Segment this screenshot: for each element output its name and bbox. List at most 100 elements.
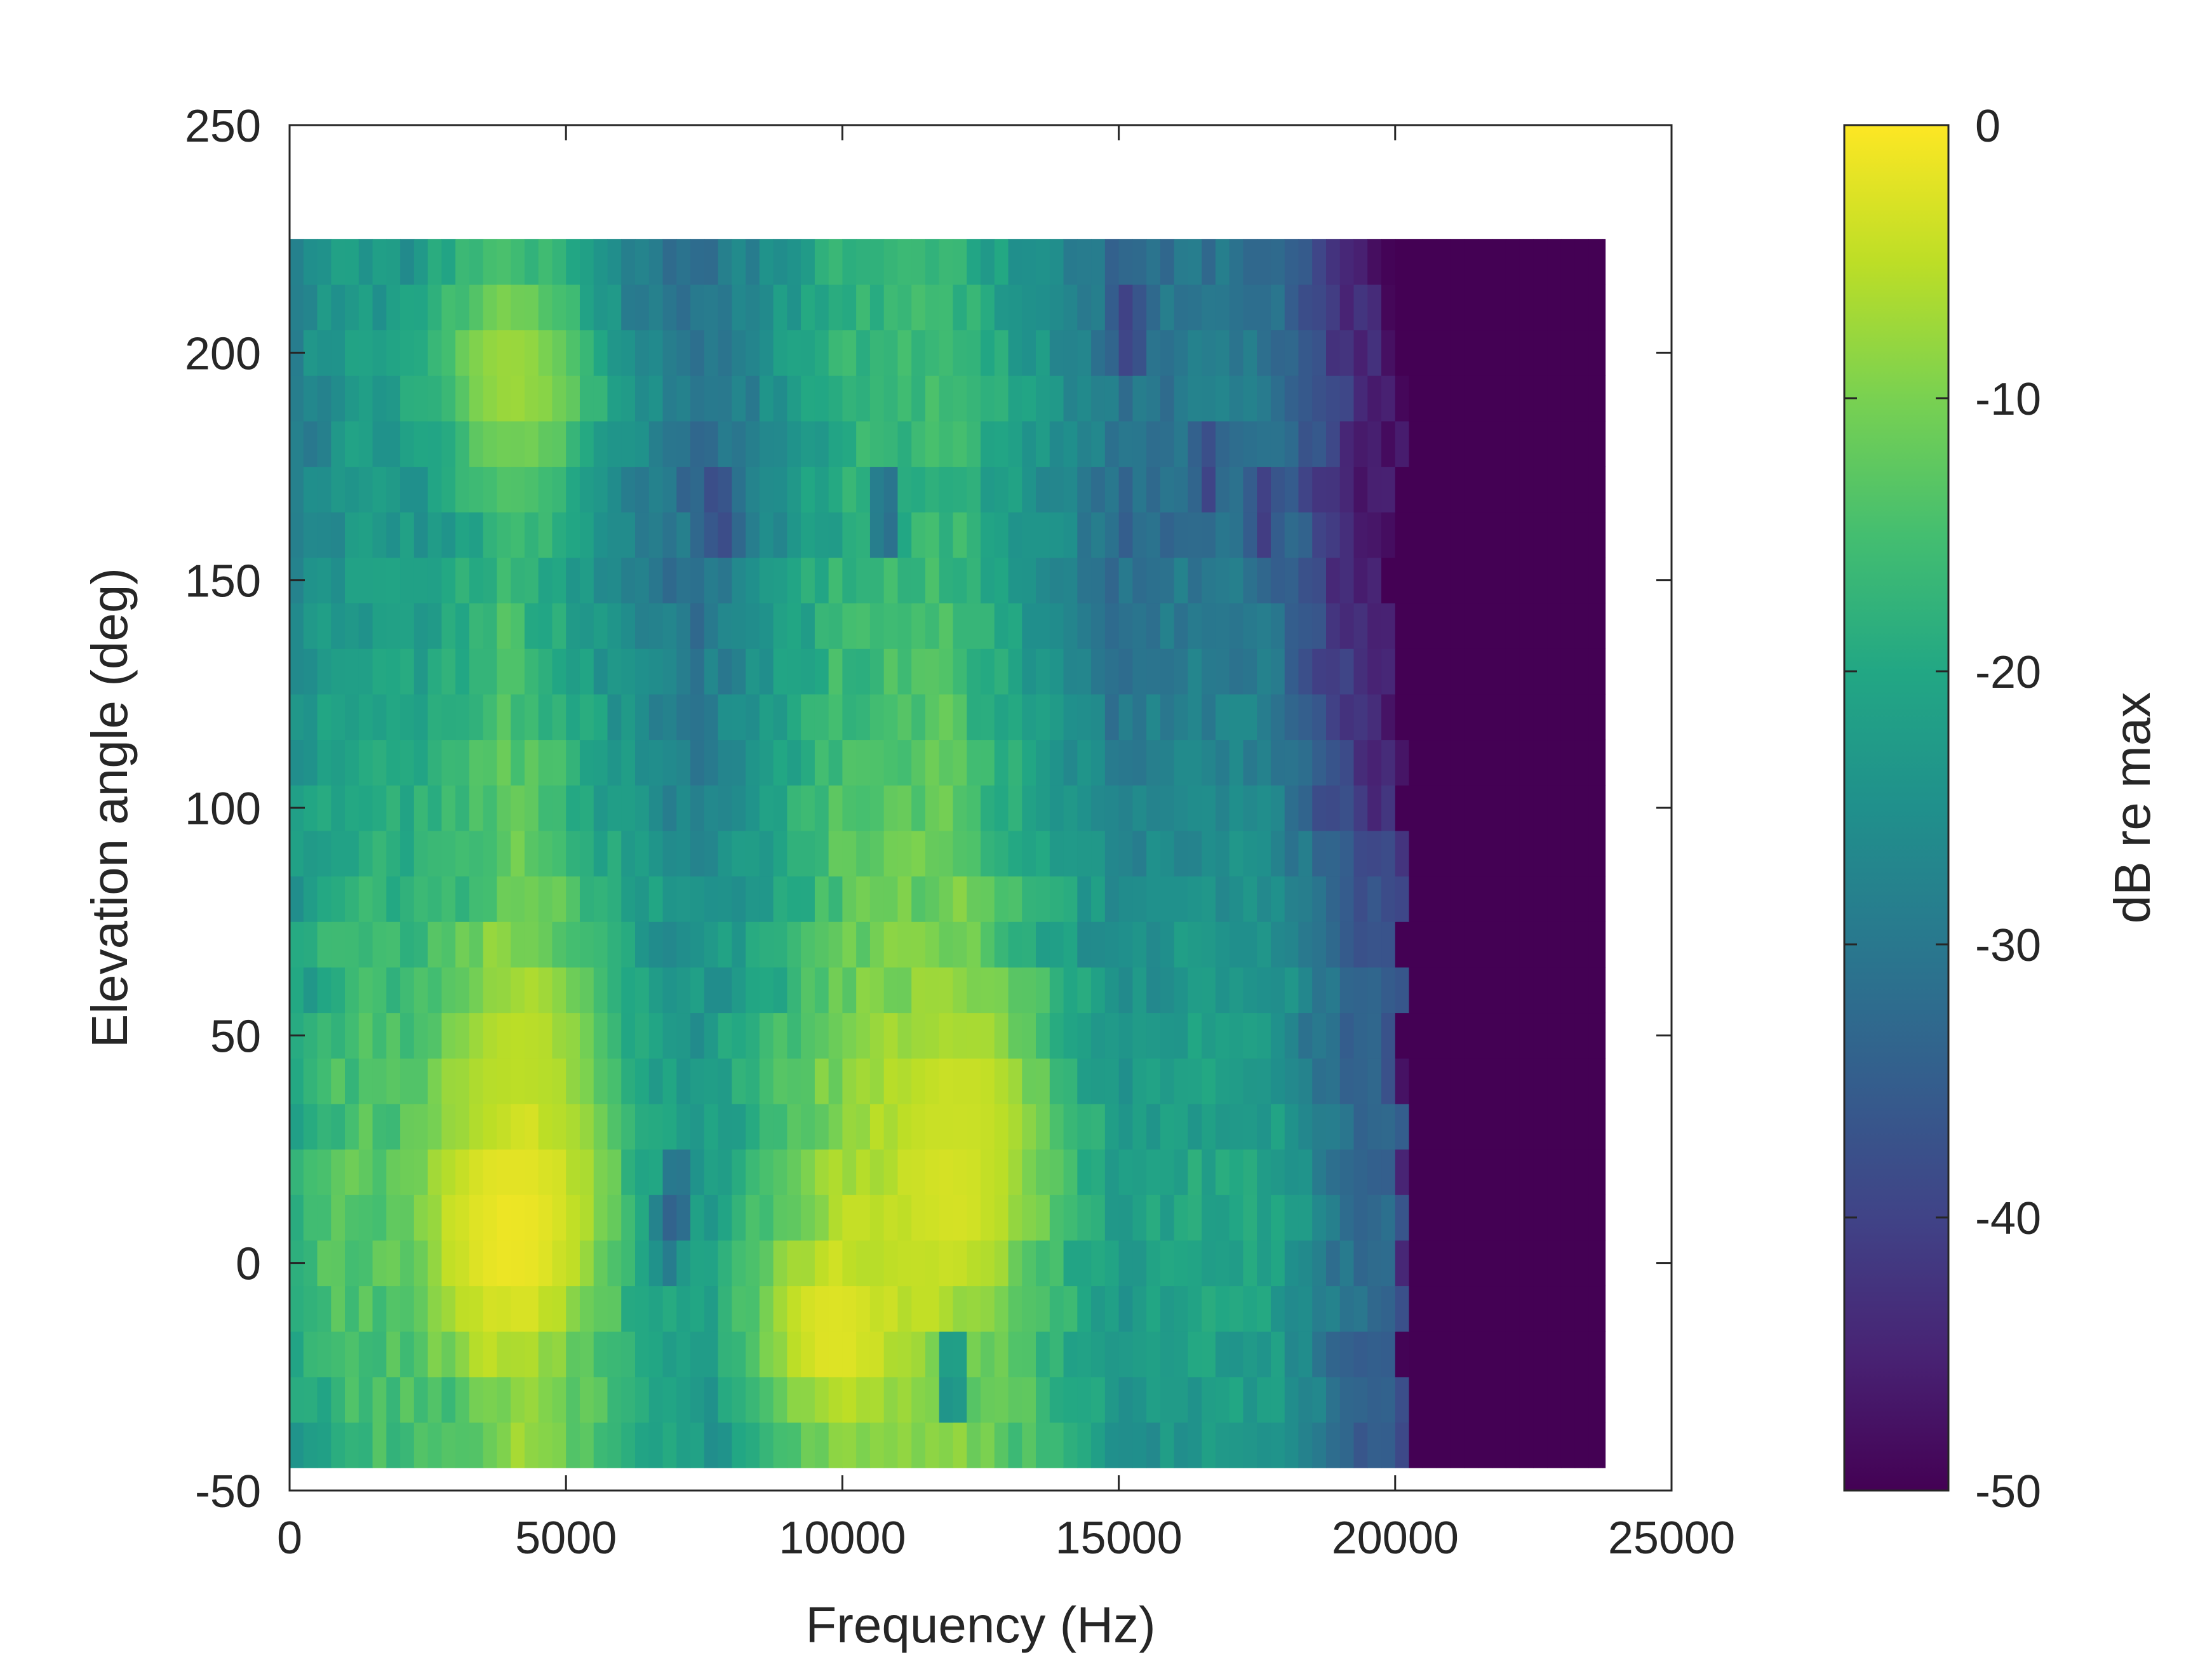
heatmap-cell (869, 739, 885, 786)
heatmap-cell (814, 1149, 829, 1195)
heatmap-cell (746, 921, 760, 968)
heatmap-cell (842, 466, 857, 513)
x-tick-label: 10000 (779, 1513, 906, 1564)
heatmap-cell (1229, 967, 1244, 1014)
heatmap-cell (524, 512, 539, 558)
heatmap-cell (607, 921, 622, 968)
heatmap-cell (1395, 876, 1410, 922)
heatmap-cell (1188, 830, 1202, 877)
heatmap-cell (967, 420, 981, 467)
heatmap-cell (856, 466, 871, 513)
heatmap-cell (1160, 375, 1175, 422)
heatmap-cell (953, 1058, 967, 1104)
heatmap-cell (441, 1331, 456, 1377)
heatmap-cell (1118, 694, 1133, 741)
heatmap-cell (1160, 830, 1175, 877)
heatmap-cell (579, 830, 594, 877)
heatmap-cell (1036, 512, 1050, 558)
heatmap-cell (1243, 876, 1257, 922)
heatmap-cell (718, 284, 732, 331)
heatmap-cell (1492, 876, 1506, 922)
heatmap-cell (1339, 1195, 1355, 1241)
heatmap-cell (967, 694, 981, 741)
heatmap-cell (1395, 785, 1410, 831)
heatmap-cell (1381, 603, 1396, 649)
heatmap-cell (690, 1285, 705, 1332)
heatmap-cell (1533, 330, 1548, 376)
heatmap-cell (1202, 785, 1216, 831)
heatmap-cell (662, 466, 677, 513)
heatmap-cell (1174, 739, 1188, 786)
heatmap-cell (469, 1422, 484, 1468)
heatmap-cell (345, 420, 359, 467)
heatmap-cell (746, 1376, 760, 1423)
heatmap-cell (897, 1103, 912, 1150)
heatmap-cell (1284, 1285, 1299, 1332)
heatmap-cell (1588, 284, 1603, 331)
heatmap-cell (441, 785, 456, 831)
heatmap-cell (1312, 1422, 1327, 1468)
heatmap-cell (579, 375, 594, 422)
heatmap-cell (1560, 1285, 1576, 1332)
heatmap-cell (579, 557, 594, 604)
heatmap-cell (1091, 420, 1106, 467)
heatmap-cell (953, 330, 967, 376)
heatmap-cell (524, 694, 539, 741)
heatmap-cell (1091, 466, 1106, 513)
heatmap-cell (690, 557, 705, 604)
heatmap-cell (814, 1058, 829, 1104)
heatmap-cell (524, 1285, 539, 1332)
heatmap-cell (1036, 694, 1050, 741)
heatmap-cell (566, 375, 580, 422)
heatmap-cell (1588, 1149, 1603, 1195)
heatmap-cell (662, 694, 677, 741)
heatmap-cell (746, 284, 760, 331)
heatmap-cell (1437, 1240, 1451, 1287)
heatmap-cell (1492, 420, 1506, 467)
heatmap-cell (1326, 375, 1341, 422)
heatmap-cell (1049, 375, 1064, 422)
heatmap-cell (856, 739, 871, 786)
heatmap-cell (1077, 785, 1092, 831)
heatmap-cell (787, 512, 801, 558)
heatmap-cell (1257, 512, 1271, 558)
heatmap-cell (1243, 694, 1257, 741)
heatmap-cell (1312, 921, 1327, 968)
heatmap-cell (1270, 1103, 1285, 1150)
heatmap-cell (483, 876, 497, 922)
heatmap-cell (1423, 1195, 1437, 1241)
heatmap-cell (1188, 648, 1202, 695)
heatmap-cell (1202, 921, 1216, 968)
heatmap-cell (939, 1376, 954, 1423)
heatmap-cell (1036, 739, 1050, 786)
heatmap-cell (579, 1285, 594, 1332)
heatmap-cell (1146, 1376, 1161, 1423)
heatmap-cell (455, 375, 470, 422)
heatmap-cell (732, 1422, 746, 1468)
heatmap-cell (690, 1058, 705, 1104)
heatmap-cell (1353, 330, 1368, 376)
heatmap-cell (1588, 1012, 1603, 1059)
heatmap-cell (1381, 921, 1396, 968)
heatmap-cell (787, 1012, 801, 1059)
heatmap-cell (1008, 1376, 1022, 1423)
heatmap-cell (1312, 330, 1327, 376)
heatmap-cell (1312, 785, 1327, 831)
heatmap-cell (1243, 512, 1257, 558)
heatmap-cell (1588, 1376, 1603, 1423)
heatmap-cell (303, 785, 318, 831)
heatmap-cell (607, 830, 622, 877)
heatmap-cell (1367, 420, 1382, 467)
heatmap-cell (358, 1376, 373, 1423)
heatmap-cell (538, 1149, 553, 1195)
heatmap-cell (746, 739, 760, 786)
heatmap-cell (1174, 1240, 1188, 1287)
heatmap-cell (1118, 648, 1133, 695)
heatmap-cell (925, 830, 940, 877)
heatmap-cell (676, 876, 691, 922)
heatmap-cell (1353, 512, 1368, 558)
heatmap-cell (552, 1240, 566, 1287)
heatmap-cell (455, 512, 470, 558)
heatmap-cell (1492, 512, 1506, 558)
